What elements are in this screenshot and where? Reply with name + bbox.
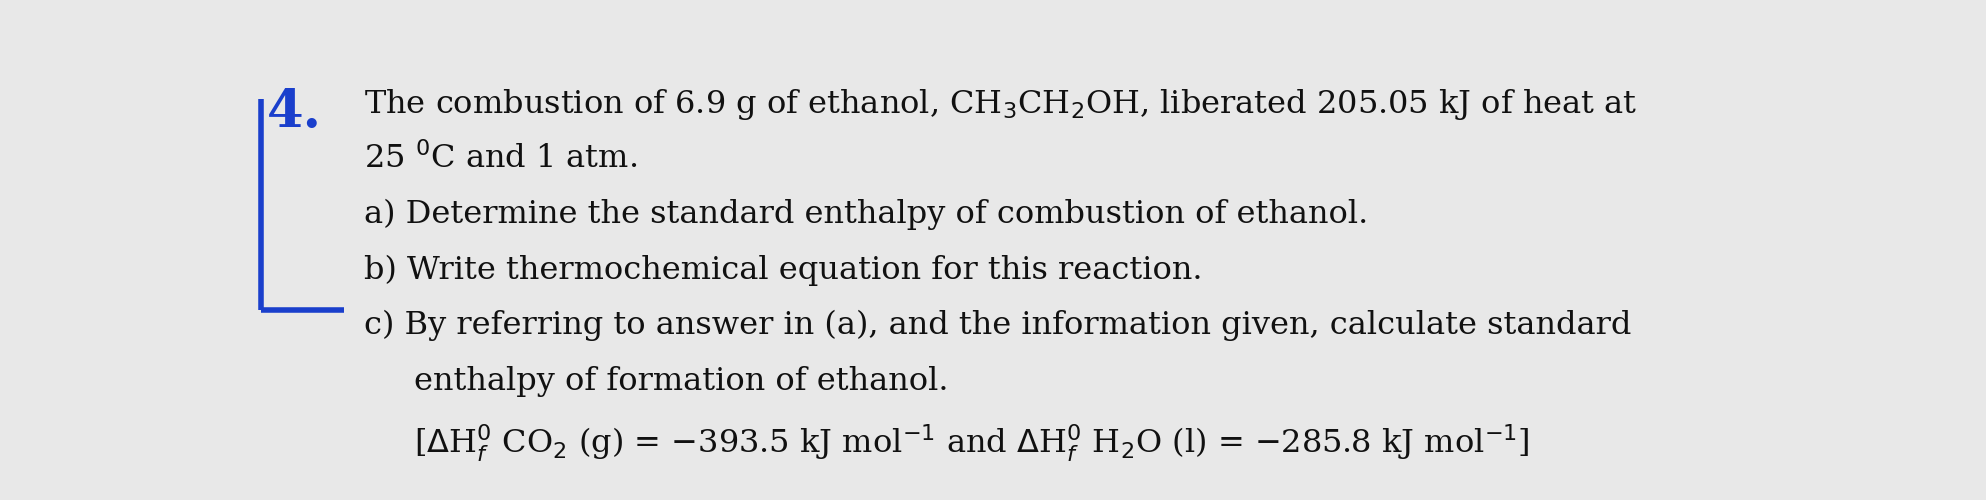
Text: c) By referring to answer in (a), and the information given, calculate standard: c) By referring to answer in (a), and th… xyxy=(363,310,1631,342)
Text: enthalpy of formation of ethanol.: enthalpy of formation of ethanol. xyxy=(415,366,949,397)
Text: 25 $^0$C and 1 atm.: 25 $^0$C and 1 atm. xyxy=(363,143,638,176)
Text: 4.: 4. xyxy=(266,87,322,138)
Text: b) Write thermochemical equation for this reaction.: b) Write thermochemical equation for thi… xyxy=(363,254,1202,286)
Text: [$\Delta$H$^0_f$ CO$_2$ (g) = $-$393.5 kJ mol$^{-1}$ and $\Delta$H$^0_f$ H$_2$O : [$\Delta$H$^0_f$ CO$_2$ (g) = $-$393.5 k… xyxy=(415,422,1529,464)
Text: The combustion of 6.9 g of ethanol, CH$_3$CH$_2$OH, liberated 205.05 kJ of heat : The combustion of 6.9 g of ethanol, CH$_… xyxy=(363,87,1636,122)
Text: a) Determine the standard enthalpy of combustion of ethanol.: a) Determine the standard enthalpy of co… xyxy=(363,198,1368,230)
